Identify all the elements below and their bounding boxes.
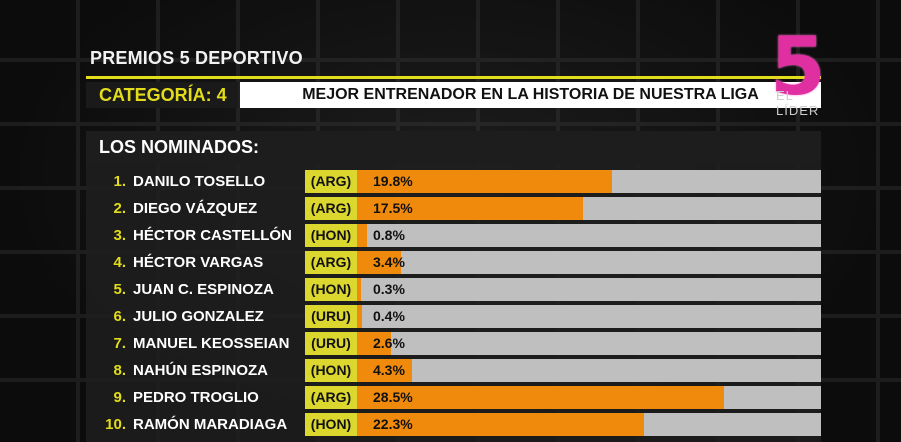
nominee-rank: 5. — [113, 281, 126, 298]
vote-percentage: 2.6% — [373, 335, 405, 351]
nominee-name: HÉCTOR VARGAS — [133, 254, 264, 271]
nominee-rank: 10. — [105, 416, 126, 433]
vote-percentage: 17.5% — [373, 200, 413, 216]
nominee-country: (HON) — [305, 413, 357, 436]
vote-bar-track: 17.5% — [357, 197, 821, 220]
nominee-rank: 2. — [113, 200, 126, 217]
nominee-row: 5. JUAN C. ESPINOZA (HON) 0.3% — [86, 278, 821, 305]
nominee-row: 2. DIEGO VÁZQUEZ (ARG) 17.5% — [86, 197, 821, 224]
vote-percentage: 3.4% — [373, 254, 405, 270]
vote-bar — [357, 251, 401, 274]
nominee-country: (HON) — [305, 278, 357, 301]
nominee-row: 3. HÉCTOR CASTELLÓN (HON) 0.8% — [86, 224, 821, 251]
nominee-rank: 4. — [113, 254, 126, 271]
nominee-rank: 3. — [113, 227, 126, 244]
nominee-country: (ARG) — [305, 251, 357, 274]
nominee-rank: 1. — [113, 173, 126, 190]
nominee-name: MANUEL KEOSSEIAN — [133, 335, 290, 352]
nominee-row: 7. MANUEL KEOSSEIAN (URU) 2.6% — [86, 332, 821, 359]
nominee-country: (HON) — [305, 359, 357, 382]
nominee-rank: 7. — [113, 335, 126, 352]
vote-percentage: 0.8% — [373, 227, 405, 243]
header-divider — [86, 76, 821, 79]
nominees-list: 1. DANILO TOSELLO (ARG) 19.8% 2. DIEGO VÁZQUE… — [86, 170, 821, 440]
nominee-country: (HON) — [305, 224, 357, 247]
vote-bar-track: 4.3% — [357, 359, 821, 382]
vote-bar — [357, 413, 645, 436]
category-label: CATEGORÍA: 4 — [86, 82, 238, 108]
nominee-name: JULIO GONZALEZ — [133, 308, 264, 325]
vote-bar-track: 3.4% — [357, 251, 821, 274]
vote-bar — [357, 359, 413, 382]
vote-percentage: 22.3% — [373, 416, 413, 432]
nominee-row: 10. RAMÓN MARADIAGA (HON) 22.3% — [86, 413, 821, 440]
logo-mark: 5 — [770, 20, 826, 113]
nominee-name: PEDRO TROGLIO — [133, 389, 259, 406]
logo-subtitle: EL LÍDER — [776, 88, 820, 118]
nominee-country: (ARG) — [305, 197, 357, 220]
nominee-name: RAMÓN MARADIAGA — [133, 416, 288, 433]
nominee-row: 4. HÉCTOR VARGAS (ARG) 3.4% — [86, 251, 821, 278]
nominee-row: 1. DANILO TOSELLO (ARG) 19.8% — [86, 170, 821, 197]
nominee-row: 9. PEDRO TROGLIO (ARG) 28.5% — [86, 386, 821, 413]
vote-bar — [357, 170, 613, 193]
vote-bar-track: 0.4% — [357, 305, 821, 328]
vote-bar-track: 0.8% — [357, 224, 821, 247]
vote-bar-track: 28.5% — [357, 386, 821, 409]
page-title: PREMIOS 5 DEPORTIVO — [90, 48, 303, 68]
vote-bar — [357, 278, 361, 301]
vote-bar — [357, 224, 368, 247]
vote-bar-track: 2.6% — [357, 332, 821, 355]
nominee-rank: 6. — [113, 308, 126, 325]
nominees-heading: LOS NOMINADOS: — [86, 131, 821, 163]
nominee-name: DANILO TOSELLO — [133, 173, 266, 190]
vote-bar-track: 19.8% — [357, 170, 821, 193]
vote-bar-track: 0.3% — [357, 278, 821, 301]
vote-percentage: 0.4% — [373, 308, 405, 324]
vote-bar — [357, 386, 725, 409]
nominee-row: 6. JULIO GONZALEZ (URU) 0.4% — [86, 305, 821, 332]
vote-percentage: 19.8% — [373, 173, 413, 189]
vote-bar — [357, 332, 391, 355]
nominee-country: (URU) — [305, 332, 357, 355]
nominee-name: HÉCTOR CASTELLÓN — [133, 227, 292, 244]
nominee-country: (URU) — [305, 305, 357, 328]
vote-percentage: 28.5% — [373, 389, 413, 405]
vote-bar — [357, 197, 583, 220]
nominee-rank: 8. — [113, 362, 126, 379]
vote-bar-track: 22.3% — [357, 413, 821, 436]
nominee-row: 8. NAHÚN ESPINOZA (HON) 4.3% — [86, 359, 821, 386]
nominee-rank: 9. — [113, 389, 126, 406]
category-title: MEJOR ENTRENADOR EN LA HISTORIA DE NUEST… — [240, 82, 821, 108]
nominee-country: (ARG) — [305, 170, 357, 193]
nominee-name: DIEGO VÁZQUEZ — [133, 200, 258, 217]
vote-percentage: 4.3% — [373, 362, 405, 378]
nominee-country: (ARG) — [305, 386, 357, 409]
vote-bar — [357, 305, 363, 328]
vote-percentage: 0.3% — [373, 281, 405, 297]
channel-logo: 5 EL LÍDER — [770, 20, 832, 118]
nominee-name: JUAN C. ESPINOZA — [133, 281, 274, 298]
nominee-name: NAHÚN ESPINOZA — [133, 362, 269, 379]
